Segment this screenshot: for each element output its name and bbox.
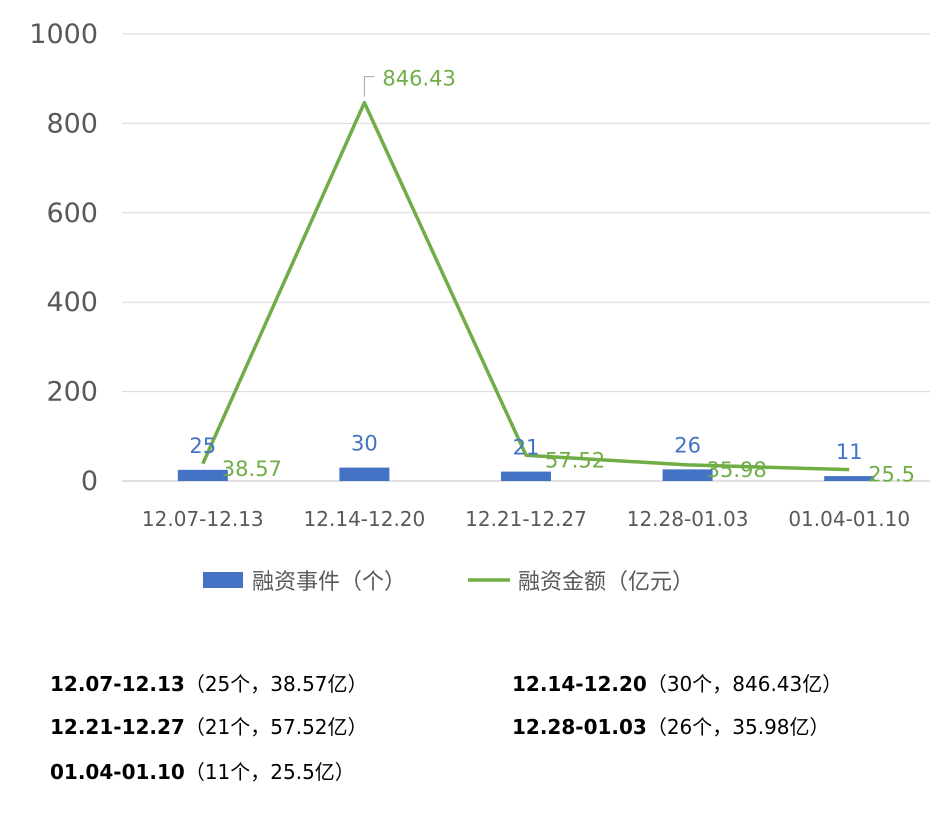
summary-period-3: 12.21-12.27	[50, 715, 185, 739]
summary-detail-3: （21个，57.52亿）	[184, 715, 368, 739]
summary-detail-5: （11个，25.5亿）	[184, 760, 355, 784]
y-tick-label-1: 200	[46, 377, 98, 408]
line-series-amount	[201, 100, 850, 472]
y-tick-label-2: 400	[46, 287, 98, 318]
summary-period-1: 12.07-12.13	[50, 672, 185, 696]
legend-label-line: 融资金额（亿元）	[518, 570, 694, 595]
line-data-label-2: 846.43	[382, 67, 455, 91]
summary-period-2: 12.14-12.20	[512, 672, 647, 696]
leader-line-2	[363, 76, 375, 97]
x-tick-label-3: 12.21-12.27	[465, 507, 587, 531]
combo-chart: 0 200 400 600 800 1000 12.07-12.13 12.14-12.20 1…	[29, 19, 930, 595]
x-tick-label-4: 12.28-01.03	[627, 507, 749, 531]
bar-2	[339, 467, 390, 481]
bar-data-label-4: 26	[674, 433, 701, 457]
line-data-label-4: 35.98	[707, 458, 767, 482]
x-tick-label-2: 12.14-12.20	[304, 507, 426, 531]
legend-swatch-bar	[203, 572, 243, 588]
legend-label-bar: 融资事件（个）	[252, 570, 406, 595]
y-tick-label-5: 1000	[29, 19, 98, 50]
y-tick-label-3: 600	[46, 198, 98, 229]
summary-detail-4: （26个，35.98亿）	[646, 715, 830, 739]
bar-1	[177, 469, 228, 481]
summary-item-4: 12.28-01.03（26个，35.98亿）	[512, 711, 830, 740]
summary-period-5: 01.04-01.10	[50, 760, 185, 784]
summary-detail-2: （30个，846.43亿）	[646, 672, 843, 696]
x-tick-label-5: 01.04-01.10	[788, 507, 910, 531]
line-data-label-3: 57.52	[545, 448, 605, 472]
bar-data-label-5: 11	[836, 440, 863, 464]
bar-data-label-2: 30	[351, 432, 378, 456]
y-tick-label-0: 0	[81, 466, 98, 497]
summary-item-1: 12.07-12.13（25个，38.57亿）	[50, 668, 368, 697]
bar-5	[824, 476, 875, 481]
summary-item-3: 12.21-12.27（21个，57.52亿）	[50, 711, 368, 740]
summary-period-4: 12.28-01.03	[512, 715, 647, 739]
bar-data-label-1: 25	[189, 434, 216, 458]
bar-data-label-3: 21	[513, 436, 540, 460]
bar-3	[501, 471, 551, 481]
summary-item-5: 01.04-01.10（11个，25.5亿）	[50, 756, 355, 785]
bar-4	[662, 469, 713, 481]
x-tick-label-1: 12.07-12.13	[142, 507, 264, 531]
y-tick-label-4: 800	[46, 108, 98, 139]
line-data-label-5: 25.5	[868, 463, 915, 487]
summary-detail-1: （25个，38.57亿）	[184, 672, 368, 696]
line-data-label-1: 38.57	[222, 457, 282, 481]
summary-item-2: 12.14-12.20（30个，846.43亿）	[512, 668, 842, 697]
